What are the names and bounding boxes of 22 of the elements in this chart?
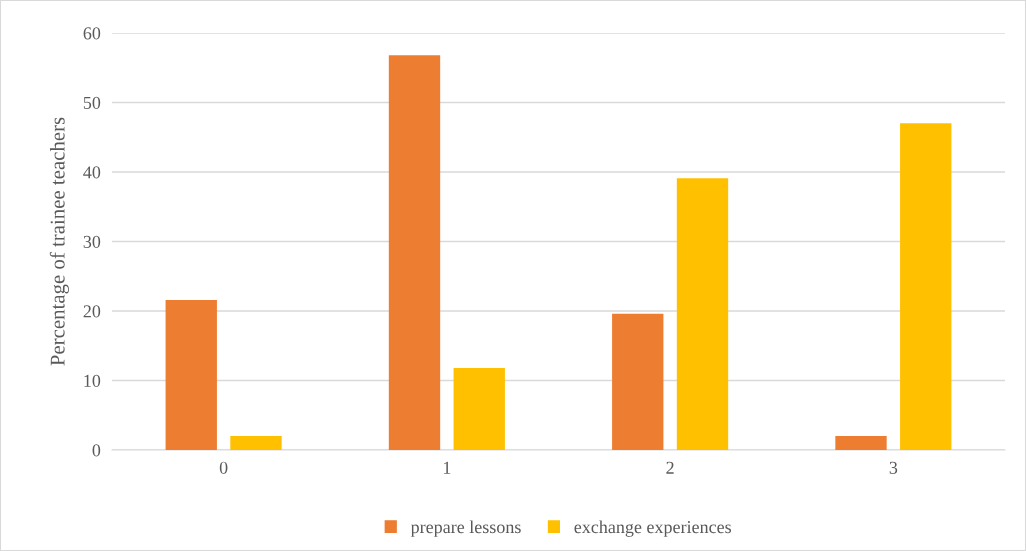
y-tick-label: 20 — [83, 305, 101, 318]
x-tick-label: 3 — [889, 461, 898, 474]
bar — [676, 178, 729, 450]
y-tick-label: 10 — [84, 374, 101, 387]
y-tick-label: 50 — [83, 96, 101, 109]
y-axis-title: Percentage of trainee teachers — [49, 117, 69, 366]
legend-label: prepare lessons — [410, 520, 521, 537]
x-tick-label: 1 — [443, 461, 451, 474]
bar — [900, 123, 952, 450]
bar — [388, 55, 441, 450]
y-tick-label: 40 — [83, 166, 101, 179]
legend-label: exchange experiences — [574, 520, 732, 537]
x-tick-label: 0 — [219, 461, 228, 474]
bar — [453, 367, 505, 450]
bar — [835, 436, 887, 450]
y-tick-label: 60 — [83, 27, 101, 40]
bar — [612, 313, 664, 450]
bar — [230, 436, 282, 450]
x-tick-label: 2 — [666, 461, 674, 474]
bar — [165, 299, 217, 450]
y-tick-label: 0 — [92, 444, 101, 457]
y-tick-label: 30 — [83, 235, 101, 248]
